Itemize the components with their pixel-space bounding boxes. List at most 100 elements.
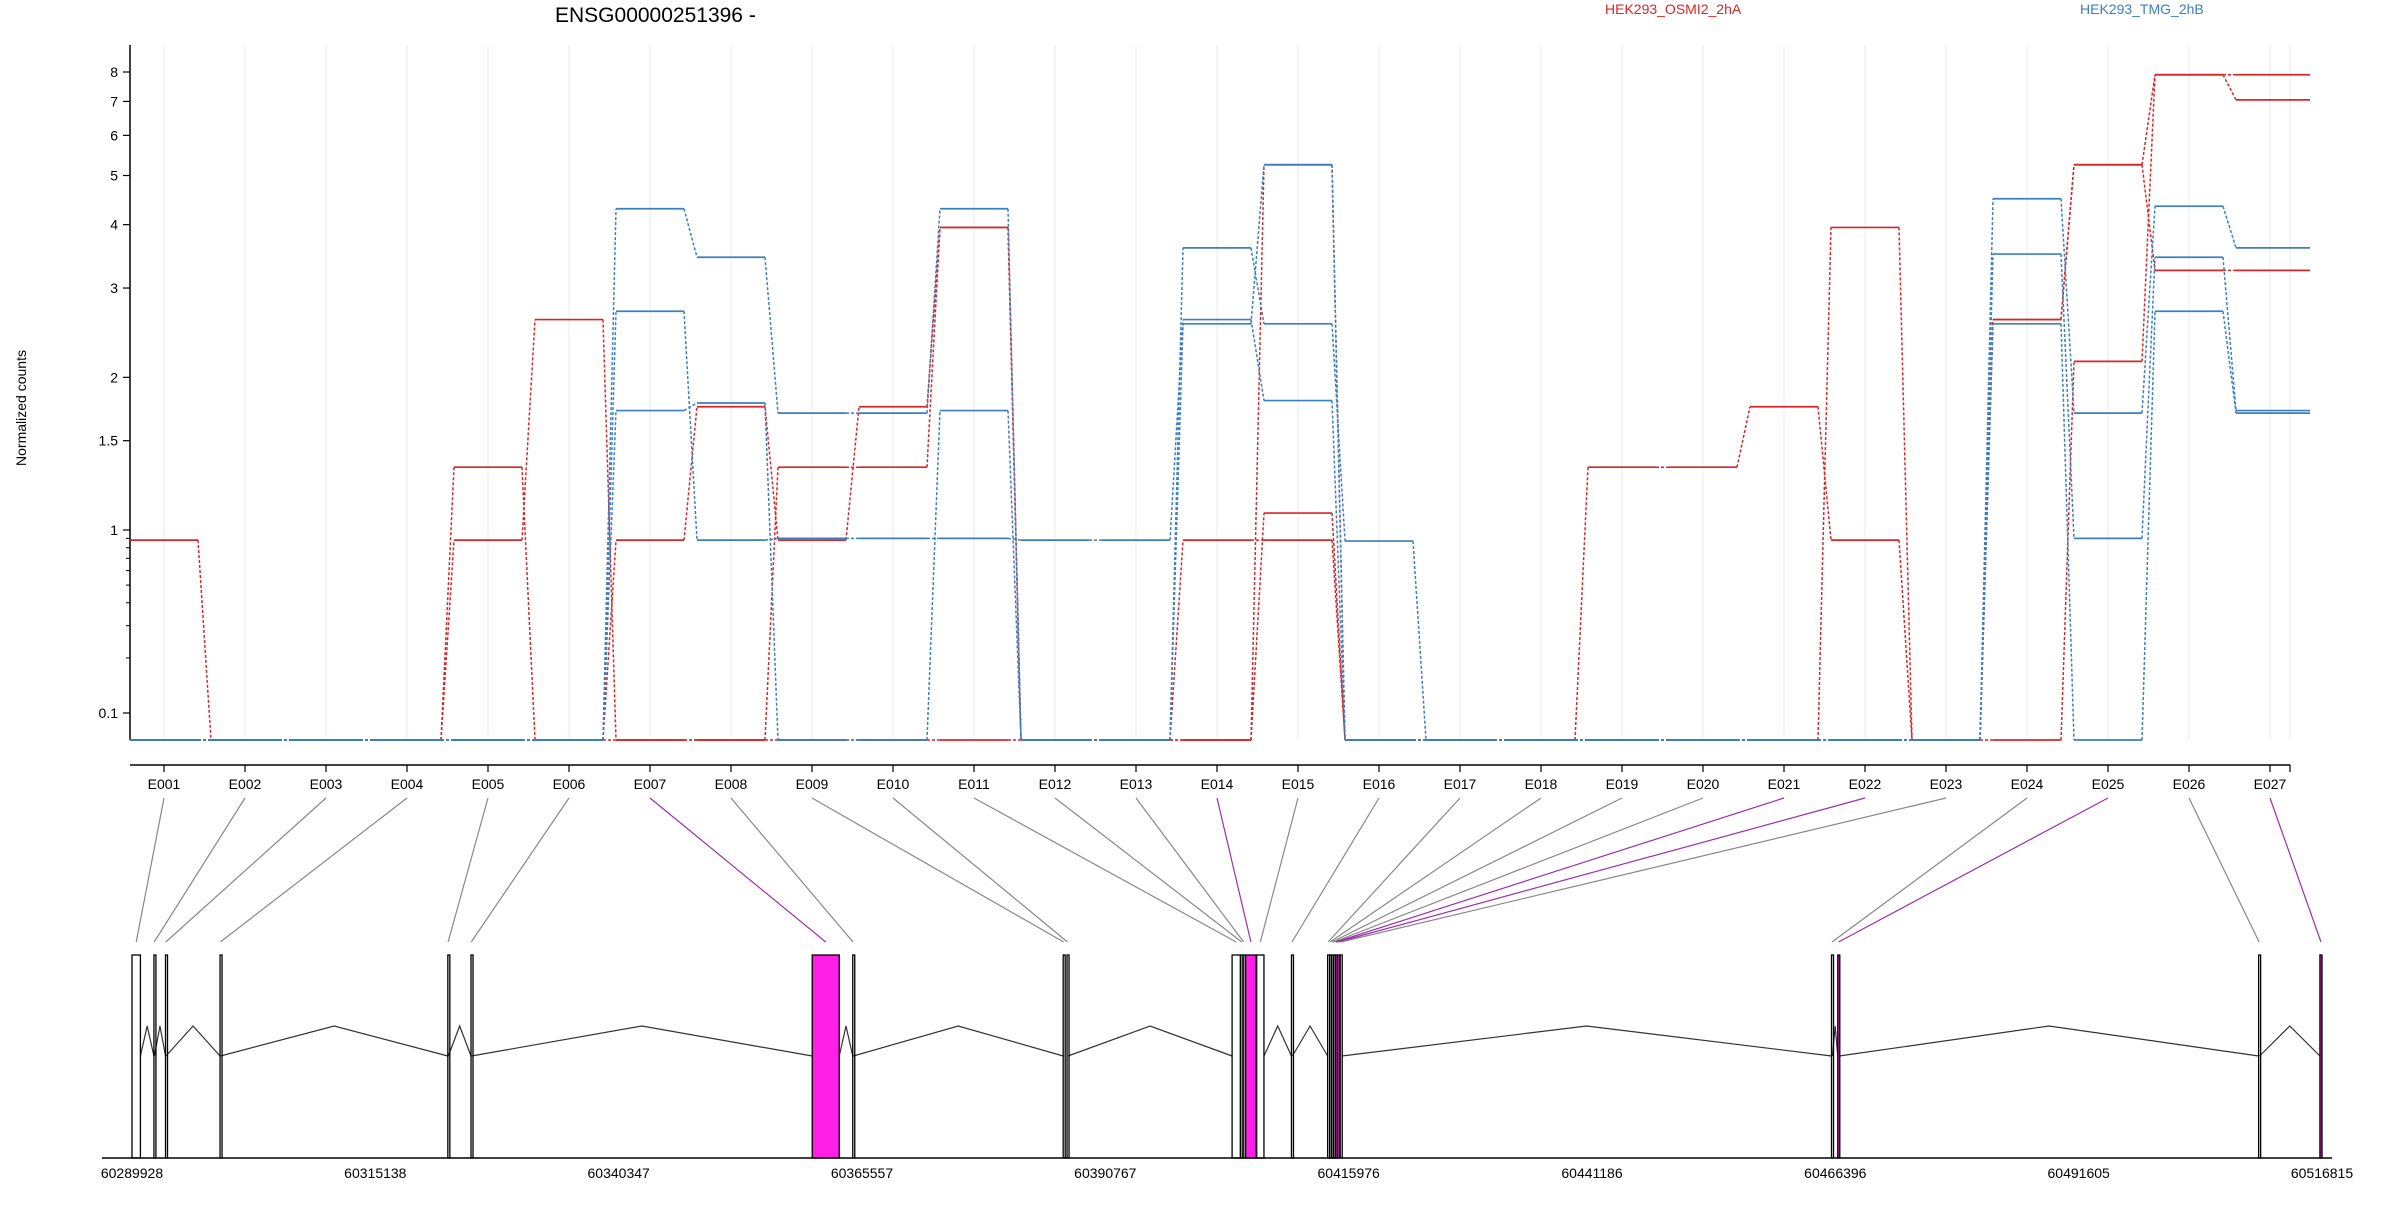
exon-mapping-line	[1838, 797, 2109, 943]
series-connector	[2060, 198, 2075, 414]
plot-area	[130, 73, 2310, 741]
series-connector	[1331, 323, 1346, 542]
series-connector	[926, 208, 941, 414]
exon-mapping-line	[1331, 797, 1623, 943]
genome-tick-label: 60441186	[1561, 1165, 1622, 1181]
series-connector	[2060, 323, 2075, 741]
x-tick-label: E006	[553, 776, 586, 792]
exon-mapping-line	[730, 797, 854, 943]
genome-tick-label: 60415976	[1318, 1165, 1381, 1181]
x-tick-label: E010	[877, 776, 910, 792]
series-connector	[2141, 74, 2156, 165]
series-connector	[602, 208, 617, 741]
series-connector	[1331, 400, 1346, 741]
exon-mapping-line	[1216, 797, 1252, 943]
exon-box	[2319, 954, 2323, 1159]
intron-line	[838, 1025, 854, 1057]
series-connector	[521, 319, 536, 541]
exon-mapping-line	[1135, 797, 1245, 943]
exon-box	[1336, 954, 1340, 1159]
exon-box	[1256, 954, 1265, 1159]
y-tick-label: 2	[110, 369, 118, 385]
series-connector	[2141, 164, 2156, 271]
exon-box	[1231, 954, 1241, 1159]
exon-mapping-line	[973, 797, 1237, 943]
x-tick-label: E020	[1687, 776, 1720, 792]
exon-box	[852, 954, 856, 1159]
x-tick-label: E012	[1039, 776, 1072, 792]
intron-line	[2259, 1025, 2321, 1057]
exon-mapping-line	[470, 797, 570, 943]
exon-box	[1830, 954, 1835, 1159]
exon-mapping-line	[1054, 797, 1243, 943]
series-connector	[764, 406, 779, 541]
exon-box	[447, 954, 451, 1159]
series-connector	[521, 467, 536, 741]
exon-box	[1240, 954, 1244, 1159]
series-connector	[683, 208, 698, 258]
genome-tick-label: 60466396	[1804, 1165, 1867, 1181]
series-connector	[1331, 513, 1346, 741]
intron-line	[1341, 1025, 1832, 1057]
y-axis-label: Normalized counts	[13, 350, 29, 466]
y-tick-label: 1	[110, 522, 118, 538]
series-connector	[1898, 227, 1913, 741]
exon-mapping-line	[447, 797, 489, 943]
series-connector	[1817, 227, 1832, 741]
series-connector	[2141, 206, 2156, 414]
y-tick-label: 1.5	[99, 433, 119, 449]
x-tick-label: E002	[229, 776, 262, 792]
x-tick-label: E009	[796, 776, 829, 792]
exon-box	[1062, 954, 1066, 1159]
exon-box	[1837, 954, 1841, 1159]
x-tick-label: E023	[1930, 776, 1963, 792]
series-connector	[2222, 205, 2237, 249]
intron-line	[1839, 1025, 2259, 1057]
genome-tick-label: 60365557	[831, 1165, 894, 1181]
x-tick-label: E021	[1768, 776, 1801, 792]
intron-line	[471, 1025, 813, 1057]
exon-box	[1339, 954, 1343, 1159]
intron-line	[853, 1025, 1064, 1057]
exon-box	[164, 954, 169, 1159]
exon-mapping-line	[1259, 797, 1299, 943]
x-tick-label: E001	[148, 776, 181, 792]
series-connector	[1250, 247, 1265, 324]
y-tick-label: 7	[110, 93, 118, 109]
series-connector	[1250, 319, 1265, 401]
x-tick-label: E024	[2011, 776, 2044, 792]
series-connector	[2141, 311, 2156, 741]
intron-line	[165, 1025, 221, 1057]
y-tick-label: 8	[110, 64, 118, 80]
series-connector	[2060, 164, 2075, 320]
x-tick-label: E017	[1444, 776, 1477, 792]
exon-mapping-line	[2188, 797, 2260, 943]
exon-mapping-line	[1337, 797, 1866, 943]
exon-box	[1244, 954, 1257, 1159]
exon-mapping-line	[1327, 797, 1461, 943]
series-connector	[1412, 541, 1427, 741]
series-connector	[764, 257, 779, 414]
series-connector	[2222, 311, 2237, 414]
series-connector	[440, 467, 455, 741]
exon-mapping-line	[811, 797, 1064, 943]
x-tick-label: E008	[715, 776, 748, 792]
exon-box	[1242, 954, 1246, 1159]
series-connector	[764, 537, 779, 541]
x-tick-label: E011	[958, 776, 990, 792]
series-connector	[2222, 74, 2237, 101]
exon-mapping-line	[892, 797, 1068, 943]
genome-tick-label: 60289928	[101, 1165, 164, 1181]
intron-line	[1291, 1024, 1329, 1057]
x-tick-label: E019	[1606, 776, 1639, 792]
intron-line	[1067, 1025, 1233, 1057]
genome-tick-label: 60315138	[344, 1165, 407, 1181]
exon-box	[131, 954, 142, 1159]
gene-model	[102, 797, 2332, 1159]
y-tick-label: 6	[110, 127, 118, 143]
x-tick-label: E013	[1120, 776, 1153, 792]
exon-box	[219, 954, 223, 1159]
exon-mapping-line	[153, 797, 246, 943]
genome-tick-label: 60340347	[588, 1165, 651, 1181]
